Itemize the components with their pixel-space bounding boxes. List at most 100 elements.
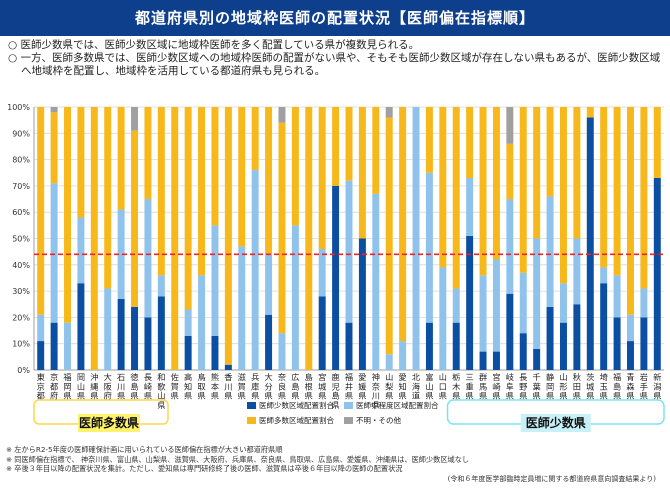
bar-segment-few — [653, 178, 661, 370]
bar-segment-few — [559, 322, 567, 370]
y-tick-label: 60% — [12, 208, 30, 217]
bar-segment-few — [318, 296, 326, 370]
bar-segment-mid — [211, 225, 219, 336]
bar-segment-few — [492, 351, 500, 370]
x-tick-label: 富山県 — [425, 372, 433, 401]
many-group-badge — [78, 414, 140, 432]
x-tick-label: 岐阜県 — [506, 372, 514, 401]
bar-segment-few — [345, 322, 353, 370]
bar-segment-many — [372, 107, 380, 194]
x-tick-label: 千葉県 — [533, 372, 541, 401]
x-tick-label: 高知県 — [184, 372, 192, 401]
bar-segment-many — [345, 107, 353, 181]
bar-segment-few — [131, 306, 139, 370]
x-tick-label: 愛媛県 — [358, 372, 366, 401]
bar-segment-many — [439, 107, 447, 268]
x-tick-label: 広島県 — [291, 372, 299, 401]
x-tick-label: 三重県 — [466, 372, 474, 401]
bar-segment-many — [224, 107, 232, 365]
x-tick-label: 福岡県 — [63, 372, 71, 401]
bar-segment-mid — [439, 267, 447, 370]
bar-segment-few — [184, 335, 192, 370]
bar-segment-many — [506, 143, 514, 200]
bar-segment-many — [157, 107, 165, 276]
x-tick-label: 静岡県 — [546, 372, 554, 401]
bar-segment-many — [492, 107, 500, 260]
x-tick-label: 兵庫県 — [251, 372, 259, 401]
bar-segment-few — [466, 235, 474, 370]
x-tick-label: 愛知県 — [399, 372, 407, 401]
x-tick-label: 東京都 — [37, 372, 45, 401]
bar-segment-many — [171, 107, 179, 370]
bar-segment-mid — [600, 267, 608, 284]
bar-segment-many — [385, 117, 393, 355]
bar-segment-many — [144, 107, 152, 200]
x-tick-label: 北海道 — [412, 372, 420, 401]
legend-swatch — [344, 402, 353, 409]
x-tick-label: 香川県 — [224, 372, 232, 401]
x-tick-label: 秋田県 — [573, 372, 581, 401]
x-tick-label: 宮崎県 — [492, 372, 500, 401]
bar-segment-mid — [519, 272, 527, 334]
bar-segment-mid — [64, 322, 71, 370]
bar-segment-few — [546, 306, 554, 370]
bar-segment-mid — [251, 170, 259, 370]
bar-segment-mid — [573, 238, 581, 305]
bar-segment-few — [506, 293, 514, 370]
bar-segment-many — [546, 107, 554, 197]
summary-notes: ○ 医師少数県では、医師少数区域に地域枠医師を多く配置している県が複数見られる。… — [8, 39, 664, 78]
bar-segment-few — [533, 348, 541, 370]
y-tick-label: 50% — [12, 235, 30, 244]
x-tick-label: 佐賀県 — [171, 372, 179, 401]
bar-segment-few — [224, 364, 232, 370]
x-tick-label: 京都府 — [50, 372, 58, 401]
bar-segment-many — [479, 107, 487, 276]
note-1: ○ 医師少数県では、医師少数区域に地域枠医師を多く配置している県が複数見られる。 — [8, 39, 420, 51]
bar-segment-mid — [452, 288, 460, 323]
bar-segment-few — [425, 322, 433, 370]
bar-segment-unknown — [385, 107, 393, 118]
bar-segment-many — [104, 107, 112, 289]
footnote-2: ※ 同医師偏在指標で、 神奈川県、富山県、山梨県、滋賀県、大阪府、兵庫県、奈良県… — [6, 454, 470, 464]
x-tick-label: 長野県 — [519, 372, 527, 401]
footnotes: ※ 左からR2-5年度の医師確保計画に用いられている医師偏在指標が大きい都道府県… — [6, 445, 666, 474]
x-tick-label: 沖縄県 — [90, 372, 98, 401]
bar-segment-few — [613, 317, 621, 370]
stacked-bar-chart: 0%10%20%30%40%50%60%70%80%90%100%東京都京都府福… — [7, 103, 665, 432]
bar-segment-many — [265, 107, 273, 255]
bar-segment-many — [653, 107, 661, 179]
y-tick-label: 10% — [12, 340, 30, 349]
bar-segment-many — [278, 122, 286, 334]
bar-segment-many — [358, 107, 366, 239]
bar-segment-unknown — [50, 107, 58, 113]
bar-segment-many — [613, 107, 621, 276]
legend-label: 医師中程度区域配置割合 — [356, 400, 439, 410]
x-tick-label: 徳島県 — [130, 372, 138, 401]
bar-segment-mid — [385, 354, 393, 370]
bar-segment-many — [211, 107, 219, 226]
x-tick-label: 福井県 — [345, 372, 353, 401]
page-title: 都道府県別の地域枠医師の配置状況【医師偏在指標順】 — [0, 0, 670, 36]
bar-segment-mid — [546, 196, 554, 307]
bar-segment-mid — [506, 199, 514, 294]
bar-segment-mid — [412, 107, 420, 370]
x-tick-label: 福島県 — [613, 372, 621, 401]
x-tick-label: 長崎県 — [144, 372, 152, 401]
bar-segment-many — [64, 107, 71, 323]
bar-segment-mid — [627, 314, 634, 342]
bar-segment-many — [117, 107, 125, 210]
bar-segment-few — [452, 322, 460, 370]
x-tick-label: 山梨県 — [385, 372, 393, 401]
bar-segment-few — [211, 335, 219, 370]
bar-segment-few — [358, 238, 366, 370]
x-tick-label: 鹿児島県 — [331, 372, 339, 410]
many-group-label: 医師多数県 — [79, 415, 139, 430]
bar-segment-unknown — [278, 107, 286, 123]
few-group-badge — [520, 414, 591, 432]
bar-segment-mid — [291, 225, 299, 370]
bar-segment-many — [519, 107, 527, 273]
x-tick-label: 滋賀県 — [238, 372, 246, 401]
bar-segment-many — [332, 107, 340, 186]
bar-segment-mid — [345, 180, 353, 323]
bar-segment-mid — [492, 259, 500, 352]
